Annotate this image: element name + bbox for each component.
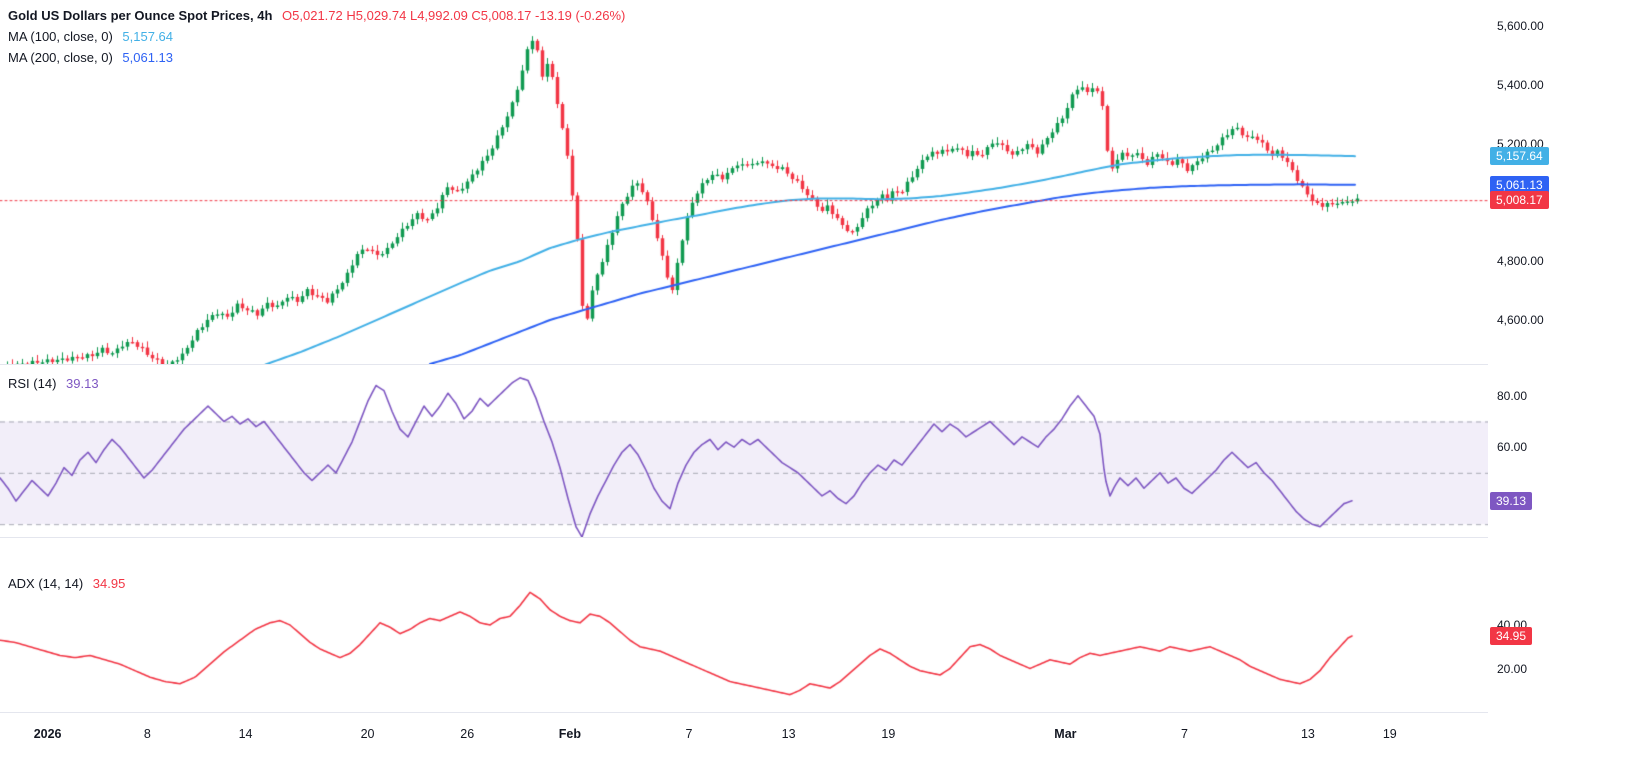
rsi-legend[interactable]: RSI (14) 39.13	[8, 373, 99, 394]
main-legend-title-row: Gold US Dollars per Ounce Spot Prices, 4…	[8, 5, 625, 26]
main-legend: Gold US Dollars per Ounce Spot Prices, 4…	[8, 5, 625, 68]
price-axis-label: 5,600.00	[1497, 19, 1544, 34]
time-axis-tick: 7	[1180, 727, 1188, 741]
time-axis-tick: 19	[881, 727, 896, 741]
price-axis-label: 60.00	[1497, 440, 1528, 455]
time-axis-tick: Mar	[1054, 727, 1077, 741]
price-badge: 34.95	[1490, 626, 1533, 645]
panel-divider[interactable]	[0, 364, 1488, 365]
rsi-label: RSI (14)	[8, 376, 57, 391]
ohlc-values: O5,021.72 H5,029.74 L4,992.09 C5,008.17 …	[282, 8, 626, 23]
price-badge: 5,157.64	[1490, 147, 1549, 166]
rsi-panel-canvas[interactable]	[0, 365, 1488, 537]
price-axis-label: 4,600.00	[1497, 312, 1544, 327]
chart-title: Gold US Dollars per Ounce Spot Prices, 4…	[8, 8, 273, 23]
price-axis[interactable]: 5,600.00 5,400.00 5,200.00 4,800.00 4,600.00…	[1488, 0, 1632, 783]
time-axis-tick: 19	[1382, 727, 1397, 741]
price-axis-label: 4,800.00	[1497, 254, 1544, 269]
panel-divider	[0, 712, 1488, 713]
adx-label: ADX (14, 14)	[8, 576, 84, 591]
price-axis-label: 80.00	[1497, 388, 1528, 403]
adx-value: 34.95	[92, 576, 126, 591]
time-axis-tick: Feb	[558, 727, 581, 741]
rsi-value: 39.13	[66, 376, 99, 391]
time-axis-tick: 8	[143, 727, 151, 741]
ma100-value: 5,157.64	[122, 29, 174, 44]
time-axis[interactable]: 2026 8 14 20 26 Feb 7 13 19 Mar 7 13 19	[0, 713, 1488, 783]
ma100-legend-row[interactable]: MA (100, close, 0) 5,157.64	[8, 26, 625, 47]
price-axis-label: 20.00	[1497, 661, 1528, 676]
adx-legend[interactable]: ADX (14, 14) 34.95	[8, 573, 125, 594]
ma200-value: 5,061.13	[122, 50, 174, 65]
time-axis-tick: 13	[781, 727, 796, 741]
ma200-legend-row[interactable]: MA (200, close, 0) 5,061.13	[8, 47, 625, 68]
price-axis-label: 5,400.00	[1497, 78, 1544, 93]
ma100-label: MA (100, close, 0)	[8, 29, 113, 44]
price-badge: 39.13	[1490, 491, 1533, 510]
time-axis-tick: 7	[685, 727, 693, 741]
time-axis-tick: 13	[1300, 727, 1315, 741]
price-badge: 5,061.13	[1490, 175, 1549, 194]
panel-divider[interactable]	[0, 537, 1488, 538]
ma200-label: MA (200, close, 0)	[8, 50, 113, 65]
time-axis-tick: 20	[360, 727, 375, 741]
time-axis-tick: 14	[238, 727, 253, 741]
time-axis-tick: 2026	[33, 727, 62, 741]
price-badge: 5,008.17	[1490, 191, 1549, 210]
main-price-chart-canvas[interactable]	[0, 0, 1488, 364]
time-axis-tick: 26	[460, 727, 475, 741]
adx-panel-canvas[interactable]	[0, 538, 1488, 712]
